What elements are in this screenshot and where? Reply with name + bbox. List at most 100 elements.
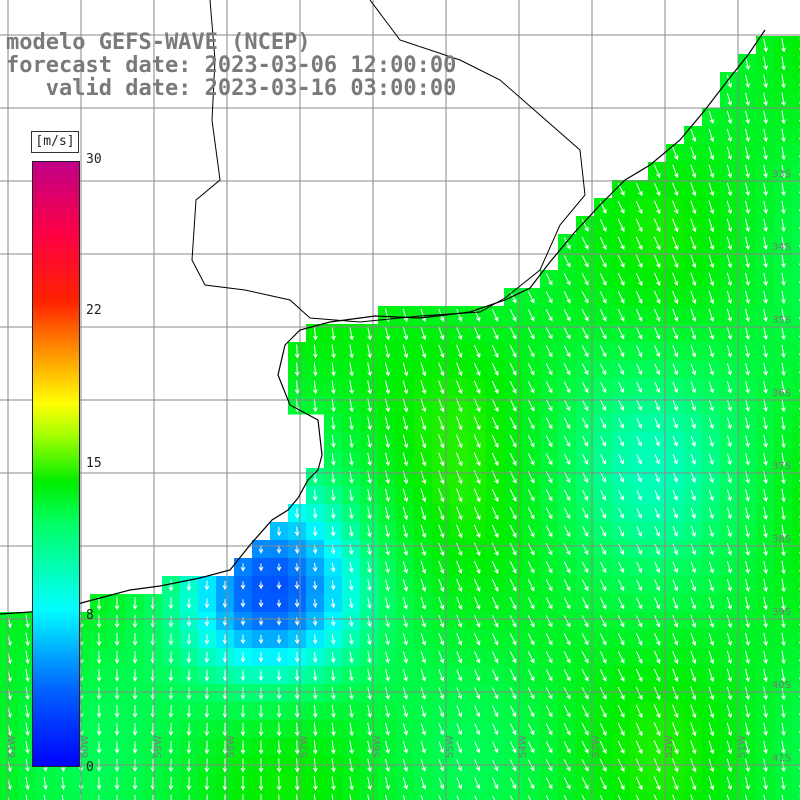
wind-vector-arrow [348, 562, 354, 573]
wind-vector-arrow [278, 794, 280, 800]
wind-vector-arrow [186, 776, 192, 791]
wind-vector-arrow [331, 794, 334, 800]
wind-vector-arrow [491, 560, 499, 574]
wind-vector-arrow [781, 416, 786, 431]
wind-vector-arrow [276, 634, 282, 645]
wind-vector-arrow [420, 326, 427, 341]
wind-vector-arrow [420, 398, 427, 413]
wind-vector-arrow [708, 164, 715, 179]
wind-vector-arrow [672, 182, 679, 197]
wind-vector-arrow [384, 380, 391, 395]
wind-vector-arrow [312, 634, 318, 645]
wind-vector-arrow [168, 597, 174, 610]
wind-vector-arrow [636, 436, 642, 447]
wind-vector-arrow [690, 507, 696, 520]
wind-vector-arrow [240, 563, 246, 572]
wind-vector-arrow [527, 669, 535, 682]
colorbar-tick-30: 30 [86, 152, 102, 167]
wind-vector-arrow [349, 452, 354, 467]
wind-vector-arrow [367, 740, 372, 755]
wind-vector-arrow [456, 614, 463, 628]
wind-vector-arrow [456, 741, 463, 754]
wind-vector-arrow [654, 615, 661, 628]
wind-vector-arrow [168, 705, 174, 718]
wind-vector-arrow [367, 687, 372, 700]
wind-vector-arrow [96, 741, 102, 754]
wind-vector-arrow [763, 182, 768, 197]
wind-vector-arrow [654, 472, 660, 483]
wind-vector-arrow [545, 723, 553, 736]
wind-vector-arrow [672, 436, 678, 447]
longitude-label: 57W [299, 735, 310, 758]
wind-vector-arrow [563, 687, 571, 700]
wind-vector-arrow [402, 794, 406, 800]
wind-vector-arrow [745, 704, 750, 719]
wind-vector-arrow [708, 128, 715, 143]
wind-vector-arrow [708, 597, 715, 610]
wind-speed-cell [792, 396, 800, 415]
wind-vector-arrow [312, 489, 318, 502]
wind-vector-arrow [438, 705, 445, 718]
wind-vector-arrow [385, 704, 390, 718]
wind-vector-arrow [168, 669, 174, 682]
wind-vector-arrow [745, 524, 750, 538]
wind-vector-arrow [438, 669, 445, 682]
wind-vector-arrow [708, 326, 715, 340]
wind-vector-arrow [726, 596, 733, 611]
wind-vector-arrow [114, 596, 120, 611]
wind-vector-arrow [672, 740, 679, 755]
wind-vector-arrow [132, 597, 138, 611]
wind-vector-arrow [545, 489, 553, 502]
wind-vector-arrow [781, 110, 786, 125]
wind-vector-arrow [600, 471, 606, 483]
wind-vector-arrow [781, 542, 786, 557]
wind-vector-arrow [672, 472, 678, 483]
wind-vector-arrow [617, 254, 625, 268]
wind-vector-arrow [42, 776, 48, 791]
wind-vector-arrow [672, 200, 679, 215]
wind-vector-arrow [222, 652, 228, 663]
wind-vector-arrow [186, 705, 192, 718]
wind-vector-arrow [402, 524, 409, 539]
wind-vector-arrow [456, 308, 463, 322]
wind-vector-arrow [653, 236, 661, 251]
wind-vector-arrow [708, 290, 715, 305]
wind-vector-arrow [726, 632, 733, 647]
wind-vector-arrow [98, 795, 100, 800]
wind-vector-arrow [527, 795, 532, 800]
wind-vector-arrow [438, 651, 445, 664]
wind-vector-arrow [618, 399, 625, 411]
wind-vector-arrow [456, 633, 463, 646]
wind-vector-arrow [509, 705, 517, 718]
wind-vector-arrow [438, 633, 445, 646]
wind-vector-arrow [114, 777, 120, 790]
wind-speed-cell [792, 432, 800, 451]
wind-vector-arrow [763, 326, 768, 341]
wind-vector-arrow [473, 344, 481, 359]
wind-vector-arrow [313, 794, 316, 800]
wind-vector-arrow [545, 741, 553, 754]
wind-vector-arrow [599, 254, 607, 268]
wind-vector-arrow [258, 740, 264, 755]
wind-vector-arrow [745, 200, 750, 215]
wind-vector-arrow [581, 561, 589, 574]
wind-vector-arrow [349, 507, 354, 520]
wind-vector-arrow [763, 506, 768, 521]
wind-vector-arrow [599, 740, 607, 754]
wind-speed-cell [576, 792, 595, 800]
wind-vector-arrow [473, 506, 481, 521]
wind-vector-arrow [456, 795, 460, 800]
wind-vector-arrow [726, 794, 730, 800]
wind-vector-arrow [617, 650, 625, 664]
wind-vector-arrow [420, 596, 427, 610]
wind-vector-arrow [745, 560, 750, 575]
wind-vector-arrow [635, 200, 643, 215]
wind-vector-arrow [168, 651, 174, 664]
wind-vector-arrow [545, 561, 553, 574]
wind-vector-arrow [330, 580, 336, 591]
wind-speed-cell [792, 36, 800, 55]
wind-vector-arrow [690, 704, 697, 719]
wind-vector-arrow [635, 182, 643, 197]
wind-vector-arrow [726, 110, 733, 125]
wind-vector-arrow [726, 164, 733, 179]
